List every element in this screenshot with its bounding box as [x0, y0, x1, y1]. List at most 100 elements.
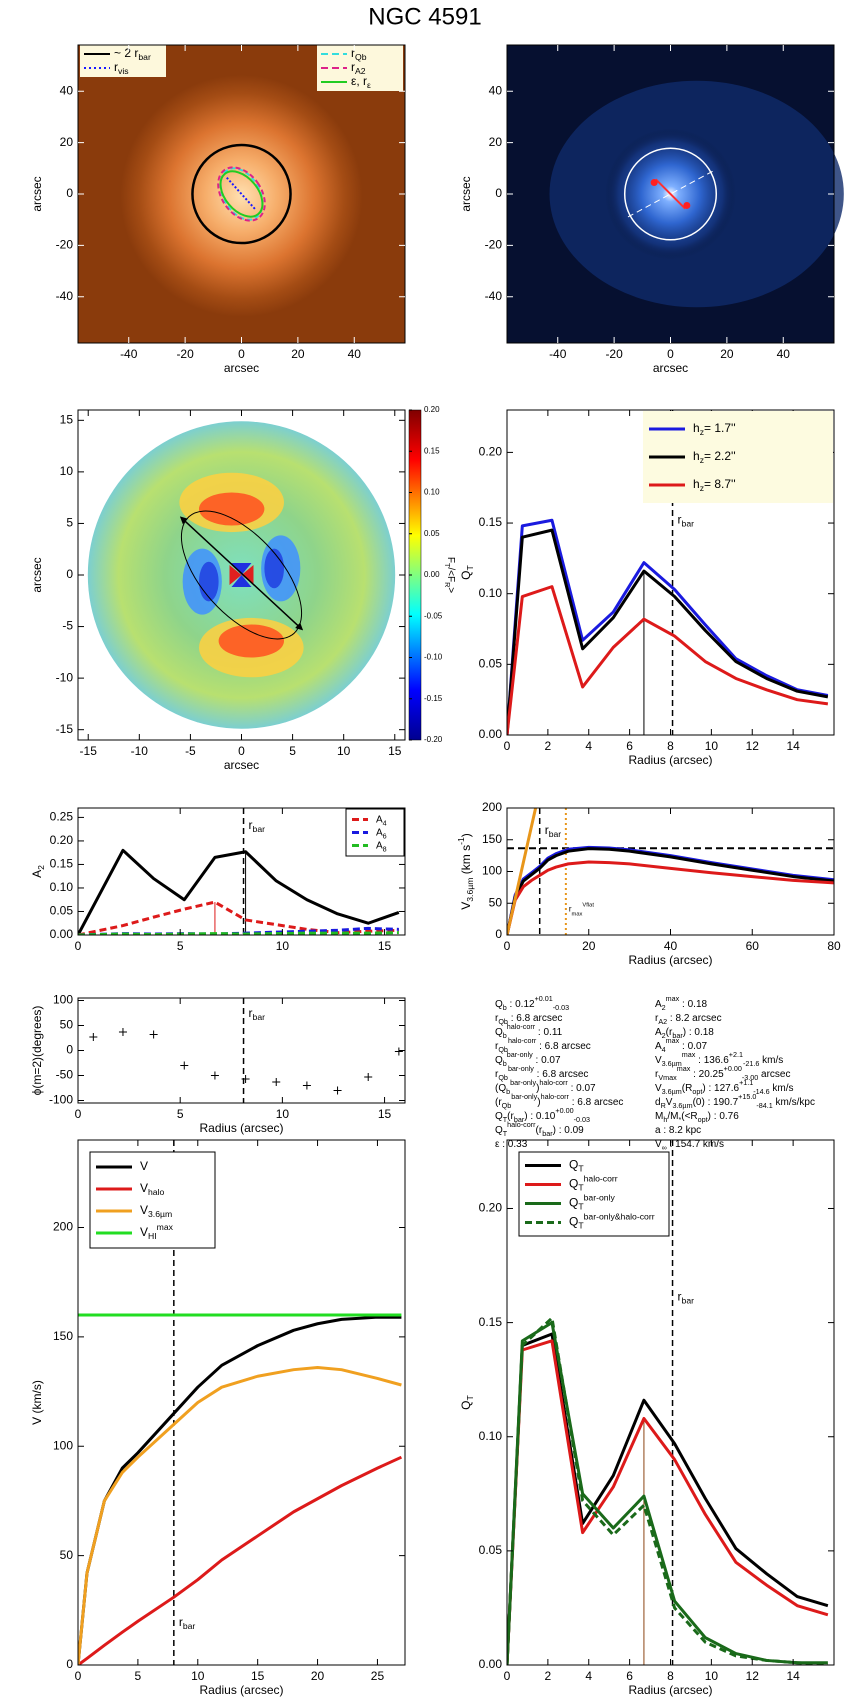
- y-tick-label: 0.00: [50, 927, 74, 941]
- panel: -0.20 -0.15 -0.10 -0.05 0.00 0.05 0.10 0.15 0.20…: [30, 405, 456, 772]
- vline-label-part: max: [572, 911, 583, 917]
- legend-label-part: V: [140, 1181, 148, 1195]
- parameter-line-part: opt: [692, 1087, 702, 1096]
- x-tick-label: 6: [626, 739, 633, 753]
- parameter-line-part: +2.1: [729, 1050, 743, 1059]
- bar-arrow: [179, 516, 304, 631]
- colorbar-label-part: >: [445, 587, 456, 593]
- y-tick-label: 20: [489, 135, 503, 149]
- y-axis-label: arcsec: [30, 176, 44, 211]
- x-tick-label: 14: [786, 739, 800, 753]
- y-tick-label: 0.15: [479, 1315, 503, 1329]
- y-axis-label: A2: [30, 865, 46, 878]
- legend-label-part: = 8.7'': [704, 477, 736, 491]
- parameter-line-part: (Q: [495, 1083, 506, 1094]
- y-axis-label: arcsec: [30, 557, 44, 592]
- x-tick-label: -20: [176, 347, 194, 361]
- rbar-label-part: r: [545, 823, 549, 837]
- plot-frame: [77, 997, 406, 1104]
- legend-label: A4: [376, 814, 387, 827]
- colorbar-tick-label: 0.05: [424, 529, 440, 538]
- parameter-line-part: +0.00: [724, 1064, 742, 1073]
- parameter-line: rA2 : 8.2 arcsec: [655, 1013, 722, 1026]
- parameter-line-part: +15.0: [738, 1092, 756, 1101]
- y-tick-label: 0: [66, 1657, 73, 1671]
- parameter-line-part: Qb: [498, 1073, 508, 1082]
- y-tick-label: 200: [53, 1220, 73, 1234]
- y-tick-label: 0.20: [50, 833, 74, 847]
- legend-label-part: A: [376, 827, 383, 838]
- parameter-line-part: +0.00: [555, 1106, 573, 1115]
- legend-label: rA2: [351, 60, 366, 76]
- parameter-line-part: : 0.18: [679, 999, 707, 1010]
- legend-label-part: 3.6µm: [148, 1209, 172, 1219]
- parameter-line: ε : 0.33: [495, 1139, 528, 1150]
- rbar-label: rbar: [179, 1615, 196, 1631]
- parameter-line-part: ): [536, 1083, 539, 1094]
- y-tick-label: -10: [56, 670, 74, 684]
- legend-label-part: = 2.2'': [704, 449, 736, 463]
- x-tick-label: 5: [177, 939, 184, 953]
- rbar-label-part: bar: [682, 1296, 695, 1306]
- y-tick-label: -15: [56, 722, 74, 736]
- x-tick-label: 0: [238, 744, 245, 758]
- parameter-line-part: ) : 0.18: [683, 1027, 715, 1038]
- parameter-line-part: h: [663, 1115, 667, 1124]
- parameter-line-part: b: [503, 1003, 507, 1012]
- parameter-line-part: V: [666, 1097, 673, 1108]
- legend-label-part: Qb: [355, 52, 367, 62]
- bar-axis: [655, 178, 686, 210]
- colorbar-tick-label: -0.10: [424, 653, 443, 662]
- y-tick-label: -40: [485, 289, 503, 303]
- vline-label-part: Vflat: [582, 902, 594, 908]
- y-tick-label: 100: [482, 864, 502, 878]
- y-tick-label: 100: [53, 1438, 73, 1452]
- colorbar-label-part: /<F: [445, 567, 456, 582]
- rbar-label-part: r: [179, 1615, 183, 1629]
- y-tick-label: 0.15: [479, 515, 503, 529]
- legend-label-part: A: [376, 840, 383, 851]
- y-axis-label-part: 2: [36, 865, 46, 870]
- parameter-line-part: Q: [495, 1027, 503, 1038]
- bar-end: [683, 201, 691, 209]
- rbar-label-part: bar: [253, 1012, 266, 1022]
- parameter-line-part: -14.6: [753, 1087, 769, 1096]
- legend-label-part: bar-only&halo-corr: [584, 1212, 655, 1222]
- y-axis-label-part: (km s: [459, 845, 473, 878]
- legend-label-part: bar: [138, 52, 151, 62]
- parameter-line-part: : 6.8 arcsec: [508, 1013, 562, 1024]
- parameter-line: (rQbbar-only)halo-corr : 6.8 arcsec: [495, 1092, 623, 1110]
- parameter-line-part: R: [661, 1101, 666, 1110]
- parameter-line-part: -0.03: [574, 1115, 590, 1124]
- parameter-line-part: max: [677, 1064, 691, 1073]
- parameter-line-part: : 154.7 km/s: [667, 1139, 724, 1150]
- parameter-line-part: Qb: [502, 1101, 512, 1110]
- parameter-line-part: halo-corr: [507, 1120, 536, 1129]
- point: [302, 1081, 311, 1090]
- rbar-label-part: r: [678, 1290, 682, 1304]
- legend-label: ~ 2 rbar: [114, 46, 151, 62]
- rbar-label-part: bar: [183, 1621, 196, 1631]
- point: [394, 1047, 403, 1056]
- parameter-line-part: : 6.8 arcsec: [569, 1097, 623, 1108]
- parameter-line-part: A: [655, 1041, 662, 1052]
- parameter-line-part: km/s/kpc: [773, 1097, 815, 1108]
- parameter-line-part: : 20.25: [690, 1069, 724, 1080]
- image-lobe: [218, 624, 285, 658]
- parameter-line-part: (0) : 190.7: [693, 1097, 739, 1108]
- legend-label-part: vis: [118, 66, 129, 76]
- legend-label: QTbar-only&halo-corr: [569, 1212, 655, 1231]
- x-tick-label: 10: [705, 739, 719, 753]
- series-line: [507, 1332, 829, 1665]
- y-tick-label: 10: [60, 464, 74, 478]
- parameter-line-part: -21.6: [743, 1059, 759, 1068]
- bar-circle: [191, 143, 292, 245]
- plot-frame: [77, 807, 406, 936]
- parameter-line-part: bar: [542, 1129, 553, 1138]
- y-tick-label: 40: [60, 83, 74, 97]
- parameter-line: A2max : 0.18: [655, 994, 708, 1012]
- parameter-line-part: (r: [666, 1027, 673, 1038]
- y-axis-label: QT: [459, 1394, 475, 1409]
